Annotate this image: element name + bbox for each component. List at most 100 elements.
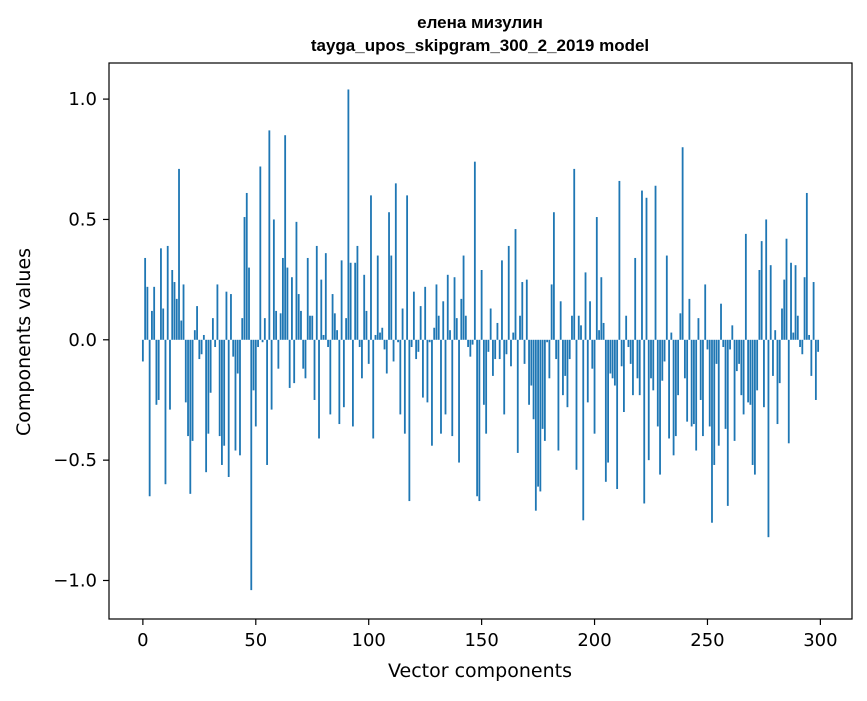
bar-component-297 xyxy=(812,282,815,340)
bar-component-97 xyxy=(361,339,363,379)
bar-component-98 xyxy=(363,274,366,340)
bar-component-212 xyxy=(620,339,623,367)
bar-component-227 xyxy=(654,185,657,340)
bar-component-108 xyxy=(385,339,388,374)
bar-component-219 xyxy=(636,339,639,379)
bar-component-171 xyxy=(528,339,530,405)
bar-component-152 xyxy=(485,339,488,434)
y-tick-label: 0.0 xyxy=(68,330,97,351)
bar-component-156 xyxy=(494,339,497,360)
bar-component-2 xyxy=(146,286,149,340)
bar-component-120 xyxy=(412,291,415,340)
bar-component-83 xyxy=(329,339,332,415)
bar-component-112 xyxy=(394,183,397,340)
bar-component-17 xyxy=(180,320,183,340)
bar-component-243 xyxy=(690,339,693,427)
bar-component-267 xyxy=(744,233,747,340)
bar-component-198 xyxy=(589,301,591,340)
bar-component-196 xyxy=(584,272,587,340)
bar-component-9 xyxy=(162,308,165,340)
bar-component-40 xyxy=(232,339,235,357)
bar-component-203 xyxy=(600,277,603,340)
bar-component-268 xyxy=(747,339,750,403)
bar-component-117 xyxy=(406,195,409,340)
bar-component-240 xyxy=(683,339,686,379)
bar-component-58 xyxy=(272,219,275,340)
bar-component-128 xyxy=(431,339,433,446)
bar-component-229 xyxy=(659,339,661,475)
bar-component-36 xyxy=(223,339,226,446)
bar-component-132 xyxy=(440,339,442,434)
bar-component-186 xyxy=(562,339,564,396)
bar-component-200 xyxy=(593,339,596,434)
bar-component-5 xyxy=(153,286,156,340)
bar-component-201 xyxy=(595,217,598,340)
bar-component-278 xyxy=(769,265,772,340)
bar-component-113 xyxy=(397,339,399,343)
bar-component-153 xyxy=(487,339,490,352)
bar-component-276 xyxy=(765,219,768,340)
bar-component-81 xyxy=(324,253,327,340)
bar-component-256 xyxy=(720,303,722,340)
bar-component-4 xyxy=(151,310,153,340)
bar-component-15 xyxy=(175,298,178,340)
bar-component-183 xyxy=(555,339,558,360)
bar-component-289 xyxy=(794,265,797,340)
bar-component-263 xyxy=(735,339,738,372)
bar-component-258 xyxy=(724,339,727,429)
bar-component-248 xyxy=(702,339,704,437)
bar-component-66 xyxy=(291,277,293,340)
bar-component-231 xyxy=(663,339,666,362)
bar-component-237 xyxy=(677,339,680,396)
bar-component-285 xyxy=(785,238,788,340)
bar-component-10 xyxy=(164,339,167,485)
bar-component-208 xyxy=(611,339,614,379)
bar-component-34 xyxy=(218,339,221,437)
bar-component-282 xyxy=(778,339,781,384)
bar-component-253 xyxy=(713,339,716,465)
bar-component-105 xyxy=(379,332,381,340)
bar-component-257 xyxy=(722,339,725,348)
bar-component-166 xyxy=(516,339,519,453)
bars-group xyxy=(141,89,820,591)
bar-component-149 xyxy=(478,339,481,502)
bar-component-246 xyxy=(697,318,700,340)
bar-component-24 xyxy=(196,306,198,340)
bar-component-245 xyxy=(695,339,698,451)
bar-component-77 xyxy=(315,245,318,340)
bar-component-47 xyxy=(248,267,250,340)
bar-component-119 xyxy=(410,339,413,348)
bar-component-134 xyxy=(444,339,447,415)
bar-component-214 xyxy=(625,315,628,340)
x-tick-label: 0 xyxy=(137,630,148,651)
bar-component-250 xyxy=(706,339,709,350)
bar-component-265 xyxy=(740,339,743,396)
bar-component-14 xyxy=(173,282,176,340)
bar-component-298 xyxy=(814,339,817,400)
bar-component-159 xyxy=(501,260,503,340)
bar-component-85 xyxy=(333,313,336,340)
bar-component-63 xyxy=(284,135,287,340)
bar-component-286 xyxy=(787,339,790,444)
bar-component-233 xyxy=(668,339,670,439)
bar-component-86 xyxy=(336,330,338,340)
bar-component-176 xyxy=(539,339,542,492)
bar-component-242 xyxy=(688,298,691,340)
bar-component-254 xyxy=(715,339,718,364)
bar-component-213 xyxy=(623,339,625,413)
bar-component-155 xyxy=(492,339,494,376)
bar-component-271 xyxy=(753,339,756,475)
bar-component-272 xyxy=(756,339,759,391)
bar-component-175 xyxy=(537,339,539,487)
bar-component-61 xyxy=(279,313,282,340)
bar-component-26 xyxy=(200,339,203,355)
bar-component-167 xyxy=(519,315,521,340)
bar-component-230 xyxy=(661,339,664,381)
bar-component-59 xyxy=(275,310,278,340)
bar-component-225 xyxy=(650,339,652,379)
bar-component-51 xyxy=(257,339,259,348)
bar-component-22 xyxy=(191,339,194,441)
bar-component-12 xyxy=(169,339,171,410)
bar-component-57 xyxy=(270,339,273,410)
bar-component-89 xyxy=(342,339,345,408)
